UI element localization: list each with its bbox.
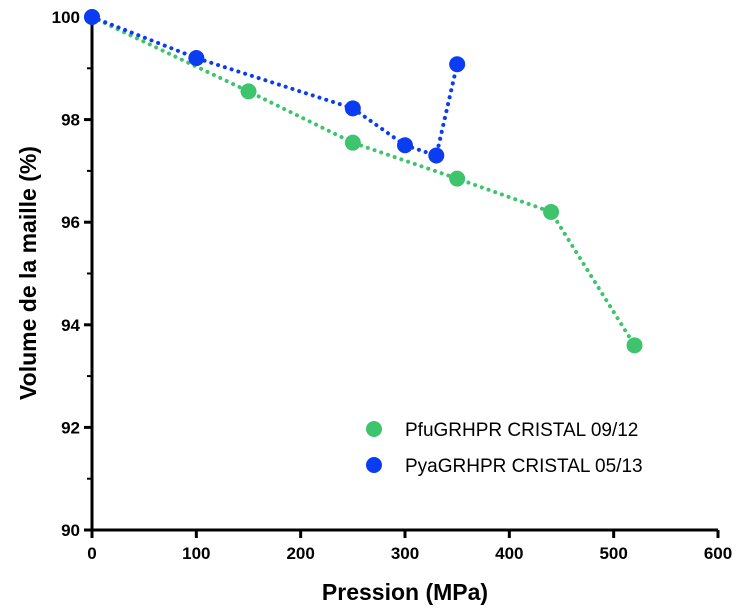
x-tick-label: 200 bbox=[286, 544, 314, 563]
series-1-point bbox=[188, 50, 205, 67]
y-tick-label: 96 bbox=[61, 213, 80, 232]
series-points bbox=[84, 9, 643, 354]
x-tick-label: 300 bbox=[391, 544, 419, 563]
series-0-point bbox=[344, 134, 361, 151]
x-tick-label: 100 bbox=[182, 544, 210, 563]
legend: PfuGRHPR CRISTAL 09/12 PyaGRHPR CRISTAL 0… bbox=[366, 420, 643, 477]
y-axis-title: Volume de la maille (%) bbox=[15, 146, 41, 400]
series-0-point bbox=[240, 83, 257, 100]
series-1-point bbox=[397, 137, 413, 154]
legend-marker-1 bbox=[366, 457, 382, 473]
x-tick-label: 400 bbox=[495, 544, 523, 563]
x-axis-title: Pression (MPa) bbox=[322, 579, 488, 605]
y-tick-label: 98 bbox=[61, 111, 80, 130]
y-ticks: 90 92 94 96 98 100 bbox=[52, 8, 92, 540]
series-line-1 bbox=[90, 15, 460, 159]
x-tick-label: 500 bbox=[599, 544, 627, 563]
x-ticks: 0 100 200 300 400 500 600 bbox=[87, 530, 732, 563]
series-0-point bbox=[626, 337, 643, 354]
series-1-point bbox=[449, 56, 466, 73]
legend-marker-0 bbox=[366, 421, 382, 437]
series-0-point bbox=[543, 203, 560, 220]
axes bbox=[90, 17, 718, 532]
series-1-point bbox=[428, 147, 445, 164]
legend-label-1: PyaGRHPR CRISTAL 05/13 bbox=[405, 456, 643, 477]
y-tick-label: 94 bbox=[61, 316, 80, 335]
series-0-point bbox=[449, 170, 466, 187]
series-1-point bbox=[344, 100, 361, 117]
x-tick-label: 0 bbox=[87, 544, 96, 563]
x-tick-label: 600 bbox=[704, 544, 732, 563]
series-lines bbox=[90, 15, 637, 348]
series-1-point bbox=[84, 9, 100, 25]
y-tick-label: 100 bbox=[52, 8, 80, 27]
legend-label-0: PfuGRHPR CRISTAL 09/12 bbox=[405, 420, 638, 441]
y-tick-label: 92 bbox=[61, 418, 80, 437]
y-tick-label: 90 bbox=[61, 521, 80, 540]
series-line-0 bbox=[90, 15, 637, 348]
